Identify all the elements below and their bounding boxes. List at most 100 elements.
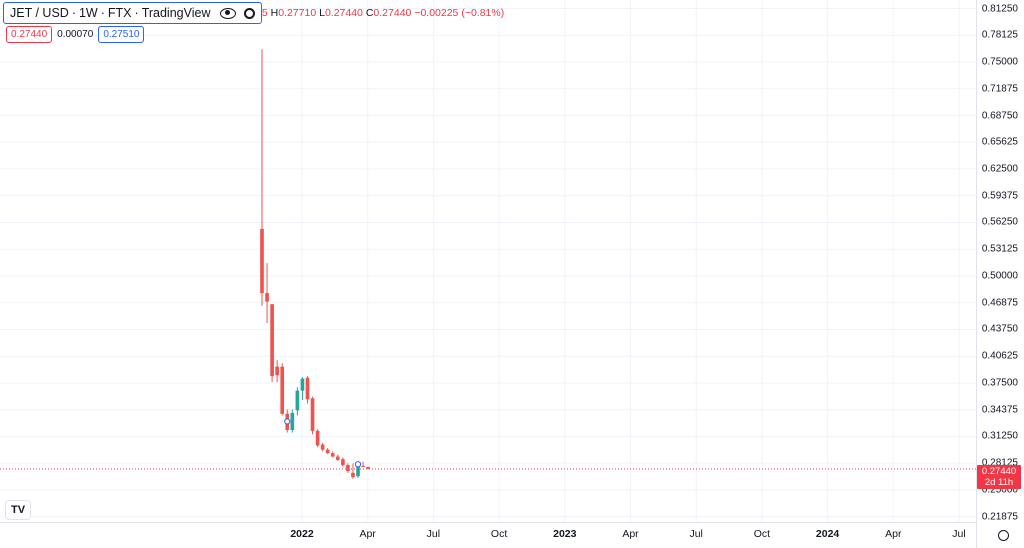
time-tick-label: Apr: [885, 528, 902, 540]
price-tick-label: 0.28125: [981, 457, 1018, 469]
price-tick-label: 0.46875: [981, 297, 1018, 309]
price-tick-label: 0.62500: [981, 163, 1018, 175]
low-label: L: [319, 7, 325, 19]
time-tick-label: 2022: [290, 528, 314, 540]
candle: [265, 263, 269, 324]
candle: [330, 451, 335, 458]
candle: [341, 457, 345, 467]
eye-icon[interactable]: [220, 7, 237, 19]
axis-separator: [0, 522, 976, 523]
price-tick-label: 0.65625: [981, 136, 1018, 148]
price-tick-label: 0.40625: [981, 350, 1018, 362]
symbol-name[interactable]: JET / USD: [10, 6, 69, 20]
price-tick-label: 0.37500: [981, 377, 1018, 389]
price-tick-label: 0.34375: [981, 404, 1018, 416]
candle: [270, 304, 274, 383]
source-label: TradingView: [141, 6, 211, 20]
candle: [295, 387, 300, 416]
candle-body: [356, 465, 360, 477]
candle: [315, 429, 320, 448]
ask-price[interactable]: 0.27510: [98, 26, 145, 43]
candle-body: [305, 377, 310, 400]
candle: [335, 454, 340, 461]
time-tick-label: Oct: [490, 528, 508, 540]
time-tick-label: 2024: [815, 528, 840, 540]
price-tick-label: 0.43750: [981, 323, 1018, 335]
candle: [300, 376, 305, 401]
time-tick-label: 2023: [553, 528, 577, 540]
settings-icon[interactable]: [244, 7, 256, 19]
candle-body: [260, 228, 264, 294]
candle-body: [335, 456, 340, 460]
candle-body: [351, 472, 355, 478]
price-tick-label: 0.78125: [981, 29, 1018, 41]
axis-separator: [976, 0, 977, 548]
time-tick-label: Jul: [952, 528, 966, 540]
ohlc-values: 65 H0.27710 L0.27440 C0.27440 −0.00225 (…: [256, 7, 504, 19]
time-axis[interactable]: 2022 Apr Jul Oct 2023 Apr Jul Oct 2024 Apr Jul: [0, 522, 976, 548]
time-tick-label: Apr: [622, 528, 639, 540]
candle: [310, 396, 315, 435]
candle: [361, 461, 365, 468]
price-tick-label: 0.56250: [981, 216, 1018, 228]
close-label: C: [365, 7, 374, 19]
low-value: 0.27440: [324, 7, 363, 19]
price-tick-label: 0.21875: [981, 511, 1018, 523]
candle-body: [330, 453, 335, 457]
candle: [290, 409, 295, 433]
time-tick-label: Oct: [753, 528, 771, 540]
interval-label[interactable]: 1W: [78, 6, 98, 20]
candle-body: [325, 449, 330, 454]
change-value: −0.00225 (−0.81%): [414, 7, 505, 19]
candle-body: [280, 366, 285, 414]
event-marker: [354, 461, 362, 468]
price-chart[interactable]: [0, 0, 976, 522]
candle: [346, 463, 350, 473]
candle: [366, 466, 370, 470]
price-tick-label: 0.71875: [981, 83, 1018, 95]
event-marker: [284, 418, 291, 425]
candle-body: [315, 430, 320, 446]
candle-body: [320, 444, 325, 450]
candle: [275, 359, 279, 383]
candle-body: [361, 465, 365, 468]
candle: [325, 447, 330, 454]
candle-body: [270, 304, 274, 377]
candle: [351, 463, 355, 479]
bar-countdown: 2d 11h: [984, 477, 1014, 488]
high-value: 0.27710: [278, 7, 317, 19]
price-tick-label: 0.59375: [981, 190, 1018, 202]
candle: [280, 363, 285, 416]
chart-grid: [0, 0, 976, 522]
price-tick-label: 0.68750: [981, 110, 1018, 122]
time-tick-label: Jul: [426, 528, 441, 540]
exchange-label: FTX: [107, 6, 132, 20]
price-tick-label: 0.53125: [981, 243, 1018, 255]
candle-body: [265, 293, 269, 302]
last-price-tag: 0.27440 2d 11h: [977, 465, 1021, 489]
spread-value: 0.00070: [57, 29, 94, 40]
time-tick-label: Jul: [689, 528, 703, 540]
tradingview-logo[interactable]: TV: [5, 500, 31, 520]
price-tick-label: 0.31250: [981, 430, 1018, 442]
price-axis[interactable]: 0.81250 0.78125 0.75000 0.71875 0.68750 0.656…: [977, 0, 1024, 522]
candles: [260, 49, 370, 479]
price-tick-label: 0.75000: [981, 56, 1018, 68]
price-tick-label: 0.81250: [981, 3, 1018, 15]
candle: [320, 442, 325, 452]
candle: [260, 49, 264, 306]
bid-price[interactable]: 0.27440: [6, 26, 53, 43]
candle-body: [346, 465, 350, 472]
close-value: 0.27440: [373, 7, 412, 19]
candle-body: [366, 467, 370, 470]
markers: [284, 418, 362, 468]
candle-body: [295, 390, 300, 411]
candle: [305, 376, 310, 404]
symbol-legend[interactable]: JET / USD · 1W · FTX · TradingView: [3, 2, 263, 24]
gear-icon[interactable]: [998, 530, 1009, 541]
candle-body: [300, 378, 305, 391]
candle-body: [310, 398, 315, 431]
candle-body: [290, 412, 295, 431]
time-tick-label: Apr: [359, 528, 376, 540]
high-label: H: [270, 7, 279, 19]
